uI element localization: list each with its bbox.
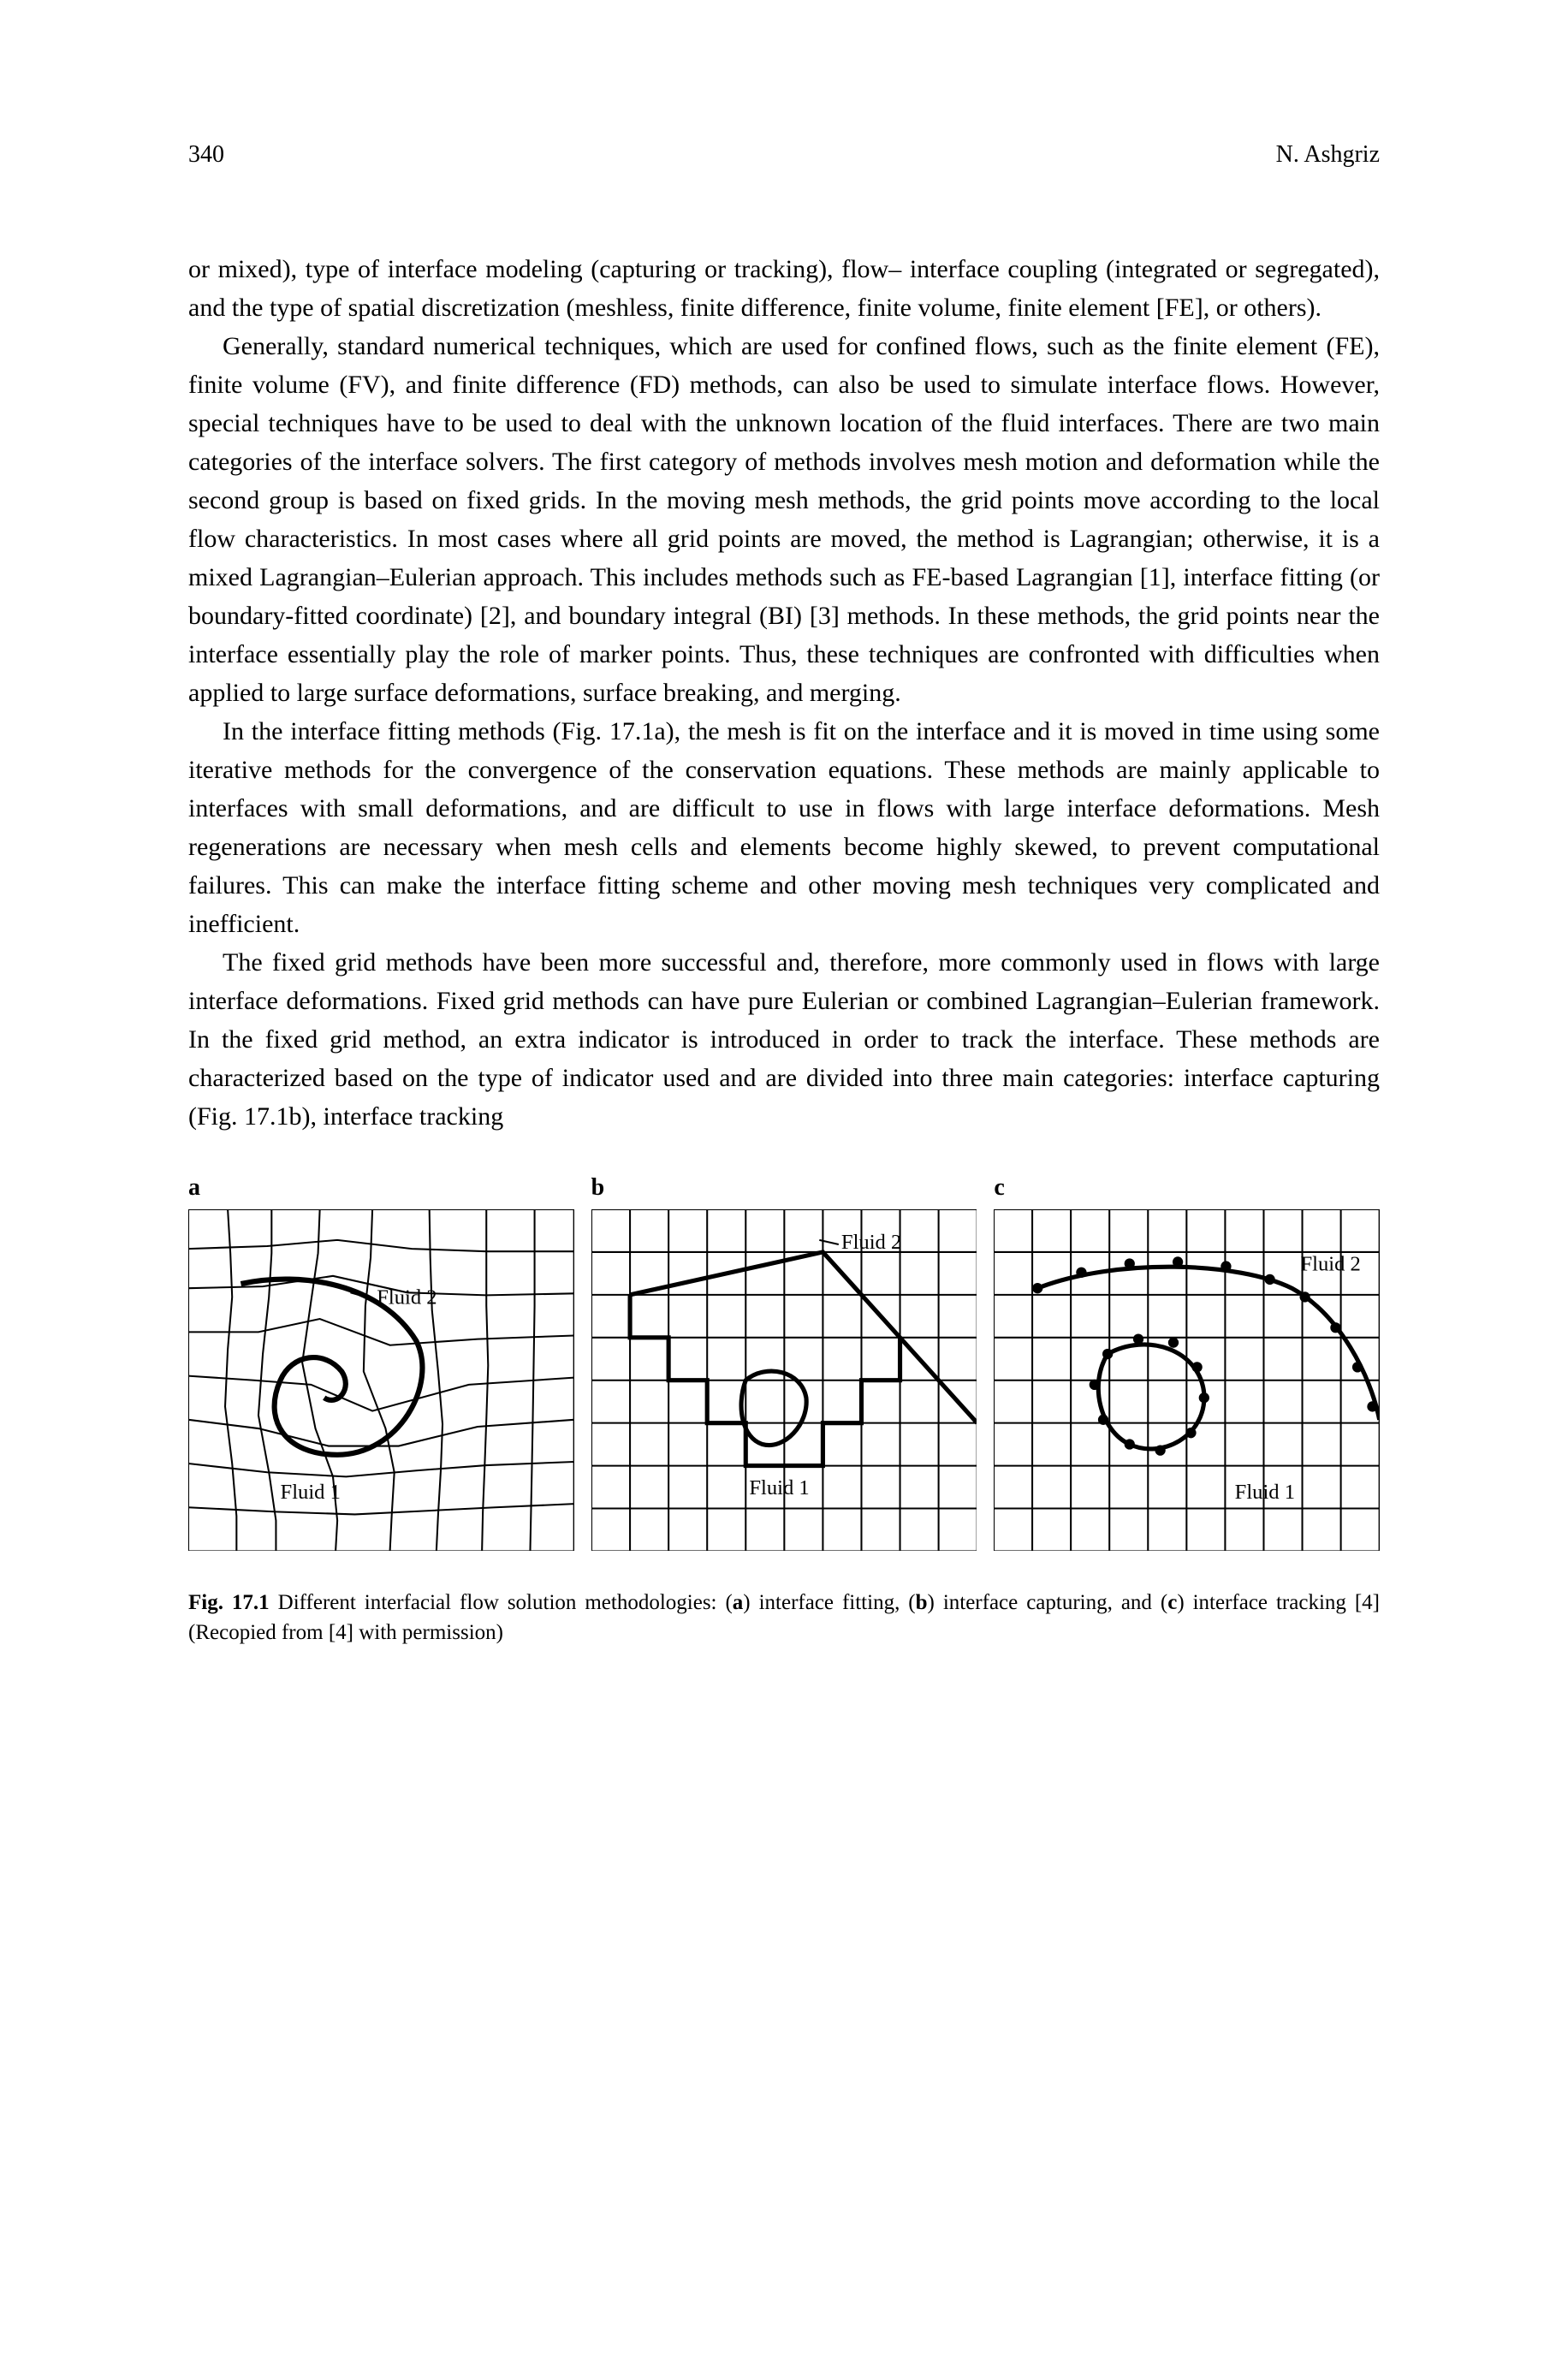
subfigure-a-label: a (188, 1170, 574, 1206)
caption-fig-label: Fig. 17.1 (188, 1591, 270, 1614)
caption-text-1: Different interfacial flow solution meth… (270, 1591, 733, 1614)
fluid1-label-b: Fluid 1 (749, 1476, 809, 1499)
paragraph-4: The fixed grid methods have been more su… (188, 943, 1380, 1136)
caption-bold-b: b (916, 1591, 928, 1614)
subfigure-b-label: b (591, 1170, 977, 1206)
fluid1-label-c: Fluid 1 (1235, 1481, 1295, 1504)
fluid2-label-c: Fluid 2 (1301, 1253, 1361, 1276)
caption-bold-a: a (733, 1591, 744, 1614)
caption-bold-c: c (1167, 1591, 1177, 1614)
subfigure-a: a (188, 1170, 574, 1562)
subfigure-c-label: c (994, 1170, 1380, 1206)
diagram-b: Fluid 2 Fluid 1 (591, 1209, 977, 1551)
page-header: 340 N. Ashgriz (188, 137, 1380, 173)
diagram-c: Fluid 2 Fluid 1 (994, 1209, 1380, 1551)
fluid1-label-a: Fluid 1 (281, 1481, 341, 1504)
paragraph-3: In the interface fitting methods (Fig. 1… (188, 712, 1380, 943)
figure-caption: Fig. 17.1 Different interfacial flow sol… (188, 1588, 1380, 1648)
caption-text-2: ) interface fitting, ( (743, 1591, 915, 1614)
body-text: or mixed), type of interface modeling (c… (188, 250, 1380, 1136)
figure-row: a (188, 1170, 1380, 1562)
subfigure-b: b (591, 1170, 977, 1562)
figure-17-1: a (188, 1170, 1380, 1648)
fluid2-label-a: Fluid 2 (377, 1286, 437, 1309)
subfigure-c: c (994, 1170, 1380, 1562)
caption-text-3: ) interface capturing, and ( (928, 1591, 1168, 1614)
diagram-a: Fluid 2 Fluid 1 (188, 1209, 574, 1551)
paragraph-2: Generally, standard numerical techniques… (188, 327, 1380, 712)
paragraph-1: or mixed), type of interface modeling (c… (188, 250, 1380, 327)
author-name: N. Ashgriz (1276, 137, 1380, 173)
fluid2-label-b: Fluid 2 (841, 1231, 901, 1254)
page-number: 340 (188, 137, 224, 173)
